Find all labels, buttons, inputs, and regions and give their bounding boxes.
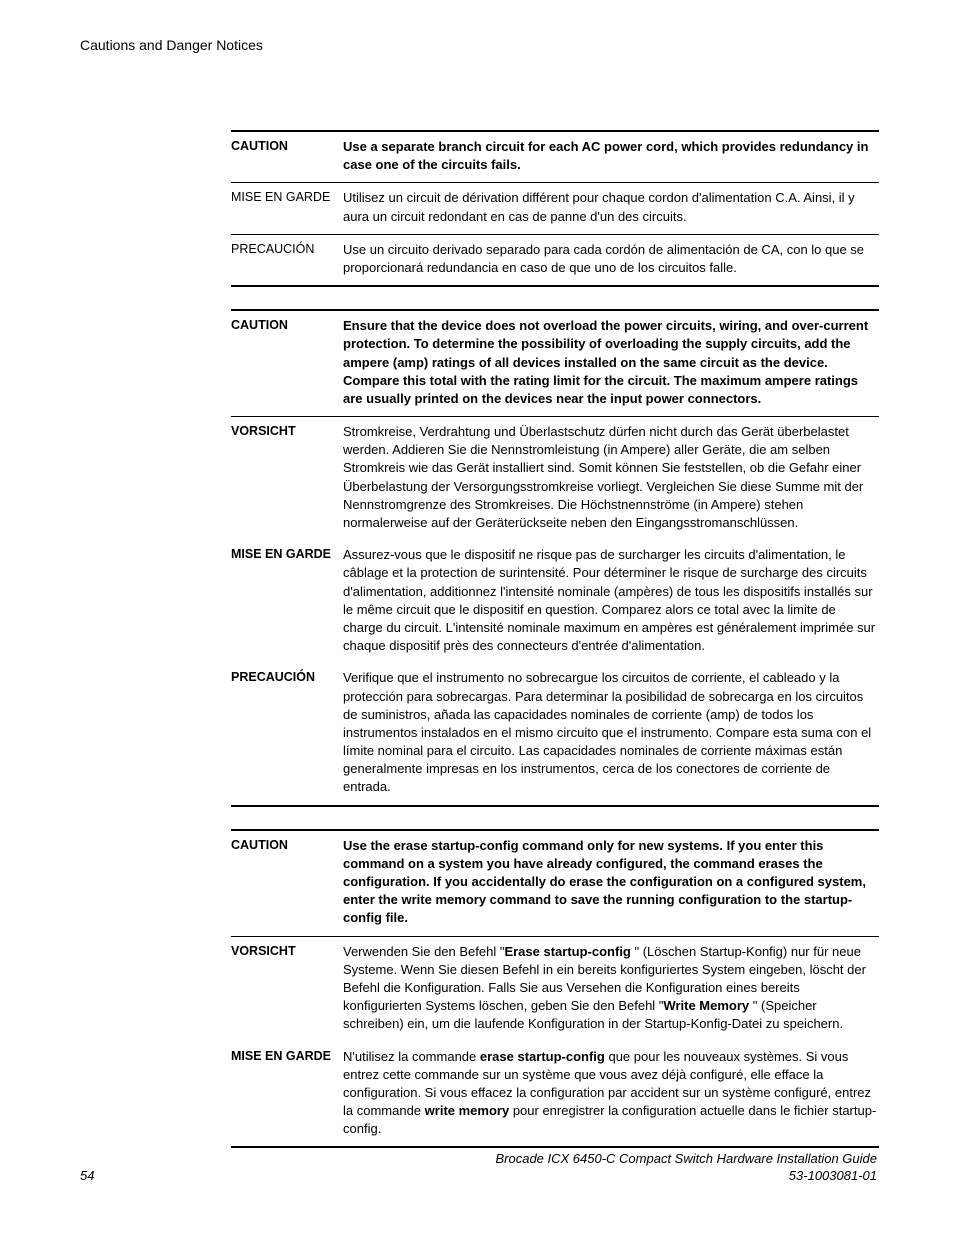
notice-text: N'utilisez la commande erase startup-con…	[343, 1048, 879, 1139]
notice-label: PRECAUCIÓN	[231, 241, 343, 277]
notice-row: MISE EN GARDEAssurez-vous que le disposi…	[231, 540, 879, 663]
notice-label: VORSICHT	[231, 423, 343, 532]
notice-label: VORSICHT	[231, 943, 343, 1034]
notice-text: Verwenden Sie den Befehl "Erase startup-…	[343, 943, 879, 1034]
page-number: 54	[80, 1167, 94, 1185]
footer-right: Brocade ICX 6450-C Compact Switch Hardwa…	[495, 1150, 877, 1185]
notice-row: MISE EN GARDEUtilisez un circuit de déri…	[231, 183, 879, 233]
rule-thick	[231, 285, 879, 287]
footer-docnum: 53-1003081-01	[495, 1167, 877, 1185]
notice-row: MISE EN GARDEN'utilisez la commande eras…	[231, 1042, 879, 1147]
caution-block: CAUTIONUse the erase startup-config comm…	[231, 829, 879, 1149]
notice-text: Ensure that the device does not overload…	[343, 317, 879, 408]
notice-label: CAUTION	[231, 317, 343, 408]
notice-text: Verifique que el instrumento no sobrecar…	[343, 669, 879, 796]
notice-row: VORSICHTVerwenden Sie den Befehl "Erase …	[231, 937, 879, 1042]
page-section-header: Cautions and Danger Notices	[80, 36, 263, 56]
notice-row: VORSICHTStromkreise, Verdrahtung und Übe…	[231, 417, 879, 540]
notice-row: CAUTIONUse a separate branch circuit for…	[231, 132, 879, 182]
notice-text: Use un circuito derivado separado para c…	[343, 241, 879, 277]
notice-text: Utilisez un circuit de dérivation différ…	[343, 189, 879, 225]
rule-thick	[231, 1146, 879, 1148]
content-area: CAUTIONUse a separate branch circuit for…	[231, 130, 879, 1170]
header-title: Cautions and Danger Notices	[80, 37, 263, 53]
notice-row: PRECAUCIÓNVerifique que el instrumento n…	[231, 663, 879, 804]
notice-row: CAUTIONUse the erase startup-config comm…	[231, 831, 879, 936]
notice-label: CAUTION	[231, 837, 343, 928]
notice-text: Use the erase startup-config command onl…	[343, 837, 879, 928]
notice-label: MISE EN GARDE	[231, 189, 343, 225]
notice-text: Stromkreise, Verdrahtung und Überlastsch…	[343, 423, 879, 532]
notice-label: PRECAUCIÓN	[231, 669, 343, 796]
caution-block: CAUTIONUse a separate branch circuit for…	[231, 130, 879, 287]
notice-text: Use a separate branch circuit for each A…	[343, 138, 879, 174]
page-footer: 54 Brocade ICX 6450-C Compact Switch Har…	[80, 1150, 877, 1185]
notice-row: PRECAUCIÓNUse un circuito derivado separ…	[231, 235, 879, 285]
notice-label: CAUTION	[231, 138, 343, 174]
notice-text: Assurez-vous que le dispositif ne risque…	[343, 546, 879, 655]
notice-row: CAUTIONEnsure that the device does not o…	[231, 311, 879, 416]
notice-label: MISE EN GARDE	[231, 546, 343, 655]
footer-guide: Brocade ICX 6450-C Compact Switch Hardwa…	[495, 1150, 877, 1168]
notice-label: MISE EN GARDE	[231, 1048, 343, 1139]
caution-block: CAUTIONEnsure that the device does not o…	[231, 309, 879, 807]
rule-thick	[231, 805, 879, 807]
